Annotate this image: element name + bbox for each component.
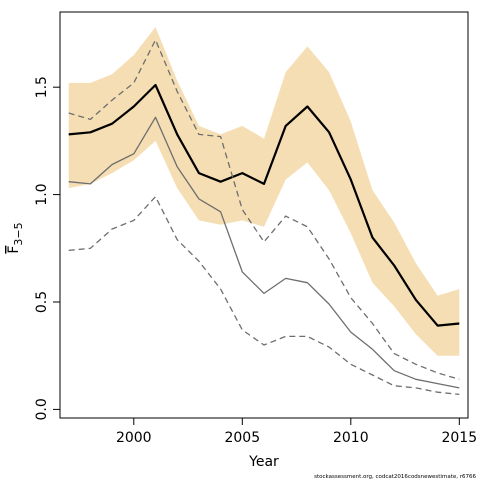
confidence-band-layer — [68, 27, 460, 356]
series-layer — [68, 39, 460, 396]
series-line-1 — [68, 83, 460, 327]
footnote: stockassessment.org, codcat2016codsnewes… — [314, 474, 476, 480]
x-tick-label: 2000 — [116, 430, 152, 446]
confidence-band — [68, 27, 460, 356]
y-axis-title-group: F3−5 — [6, 222, 25, 253]
x-axis: 2000 2005 2010 2015 — [116, 418, 477, 446]
x-tick-label: 2010 — [333, 430, 369, 446]
y-tick-label: 0.0 — [34, 398, 50, 420]
series-line-2 — [68, 39, 460, 380]
y-axis: 0.0 0.5 1.0 1.5 — [34, 76, 60, 421]
y-axis-title: F3−5 — [6, 222, 25, 253]
y-tick-label: 0.5 — [34, 291, 50, 313]
y-tick-label: 1.5 — [34, 76, 50, 98]
x-tick-label: 2015 — [441, 430, 477, 446]
y-axis-title-subscript: 3−5 — [12, 222, 25, 245]
series-line-3 — [68, 116, 460, 389]
plot-frame — [59, 11, 469, 419]
y-tick-label: 1.0 — [34, 183, 50, 205]
y-axis-title-main: F — [6, 246, 22, 254]
series-line-4 — [68, 196, 460, 396]
x-tick-label: 2005 — [224, 430, 260, 446]
x-axis-title: Year — [248, 454, 279, 470]
